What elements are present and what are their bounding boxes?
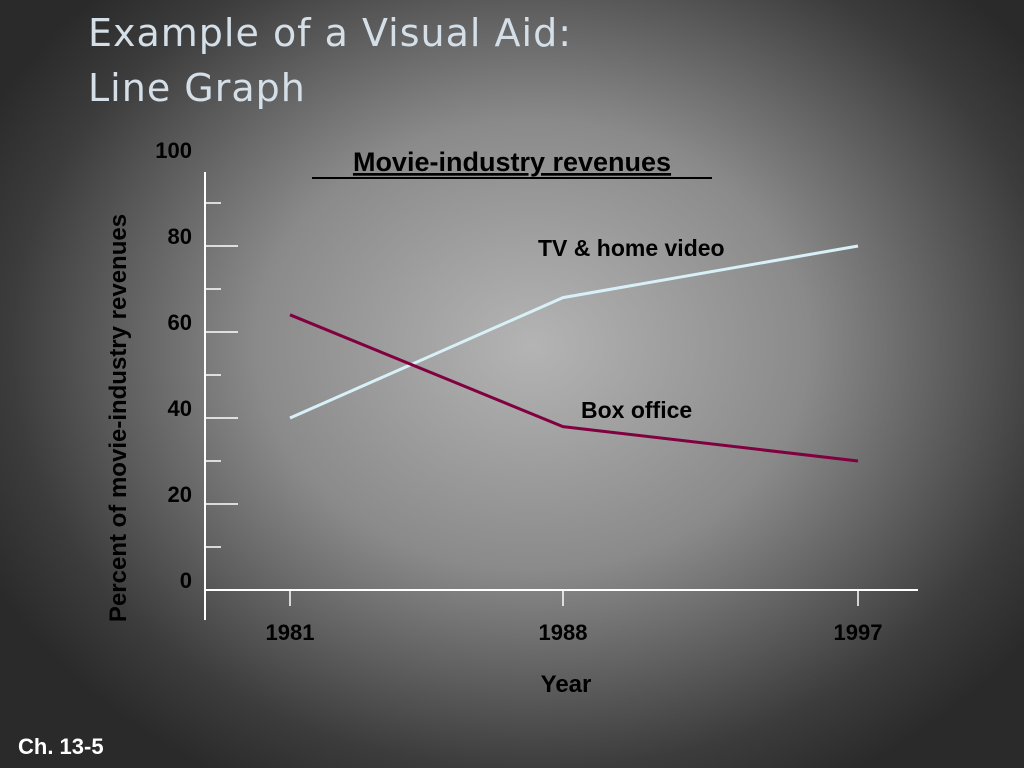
- slide-title: Line Graph: [88, 66, 306, 110]
- series-label: TV & home video: [538, 235, 725, 261]
- x-tick-label: 1997: [834, 620, 883, 645]
- x-tick-label: 1988: [539, 620, 588, 645]
- y-tick-label: 100: [155, 138, 192, 163]
- footer: Ch. 13-5: [18, 734, 104, 759]
- y-tick-label: 60: [168, 310, 192, 335]
- y-tick-label: 40: [168, 396, 192, 421]
- series-label: Box office: [581, 397, 692, 423]
- slide-title: Example of a Visual Aid:: [88, 11, 572, 55]
- series-line: [289, 244, 859, 420]
- chart-title: Movie-industry revenues: [353, 147, 671, 177]
- x-tick-label: 1981: [266, 620, 315, 645]
- y-tick-label: 20: [168, 482, 192, 507]
- y-axis-label: Percent of movie-industry revenues: [105, 214, 132, 622]
- y-tick-label: 0: [180, 568, 192, 593]
- y-tick-label: 80: [168, 224, 192, 249]
- series-line: [289, 313, 859, 463]
- x-axis-label: Year: [541, 671, 592, 698]
